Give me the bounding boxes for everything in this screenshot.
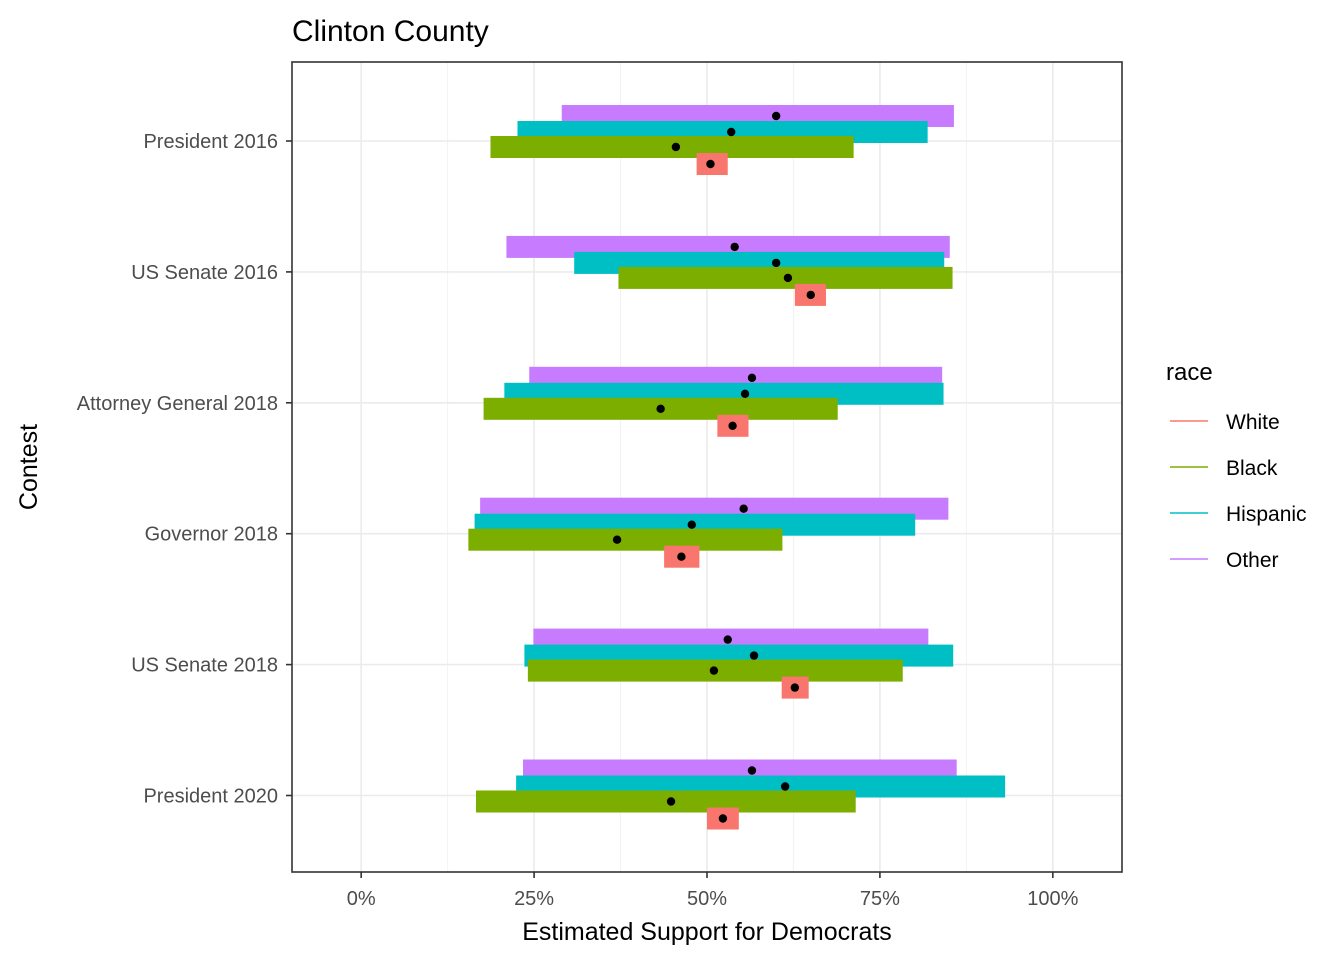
point-estimate-hispanic-governor-2018: [687, 520, 696, 529]
point-estimate-white-governor-2018: [677, 552, 686, 561]
x-tick-label: 0%: [347, 888, 376, 910]
point-estimate-white-us-senate-2018: [790, 683, 800, 692]
point-estimate-white-president-2016: [706, 159, 715, 169]
point-estimate-other-us-senate-2018: [723, 635, 732, 644]
point-estimate-hispanic-president-2016: [727, 127, 736, 137]
point-estimate-black-president-2020: [666, 797, 676, 806]
point-estimate-black-president-2016: [671, 142, 681, 152]
point-estimate-black-governor-2018: [612, 535, 622, 544]
point-estimate-white-us-senate-2016: [806, 290, 815, 300]
legend: race White Black Hispanic Other: [1166, 359, 1307, 572]
point-estimate-other-us-senate-2016: [730, 242, 739, 252]
point-estimate-white-president-2020: [718, 814, 728, 823]
y-tick-label: President 2020: [143, 786, 278, 808]
point-estimate-white-attorney-general-2018: [728, 421, 737, 430]
x-tick-label: 100%: [1027, 888, 1078, 910]
point-estimate-other-president-2020: [747, 766, 757, 775]
x-tick-label: 25%: [514, 888, 554, 910]
x-axis-title: Estimated Support for Democrats: [522, 918, 892, 946]
y-tick-label: US Senate 2018: [131, 655, 278, 677]
y-tick-label: Attorney General 2018: [77, 393, 278, 415]
legend-label-white: White: [1226, 411, 1280, 434]
y-tick-label: President 2016: [143, 131, 278, 153]
x-axis: 0% 25% 50% 75% 100%: [347, 872, 1079, 910]
point-estimate-hispanic-us-senate-2018: [749, 651, 759, 660]
interval-bar-black-governor-2018: [468, 528, 783, 551]
legend-label-hispanic: Hispanic: [1226, 503, 1307, 526]
legend-title: race: [1166, 359, 1213, 386]
y-tick-label: Governor 2018: [145, 524, 278, 546]
y-tick-label: US Senate 2016: [131, 262, 278, 284]
point-estimate-other-attorney-general-2018: [747, 373, 757, 382]
point-estimate-black-attorney-general-2018: [656, 404, 665, 413]
point-estimate-hispanic-president-2020: [780, 782, 790, 791]
point-estimate-hispanic-attorney-general-2018: [740, 389, 750, 398]
point-estimate-black-us-senate-2016: [783, 273, 793, 283]
plot-panel: [291, 61, 1123, 873]
point-estimate-black-us-senate-2018: [709, 666, 719, 675]
point-estimate-other-governor-2018: [739, 504, 748, 513]
legend-label-other: Other: [1226, 549, 1279, 572]
chart-title: Clinton County: [292, 15, 489, 48]
point-estimate-hispanic-us-senate-2016: [771, 258, 781, 268]
x-tick-label: 75%: [860, 888, 900, 910]
y-axis: President 2016 US Senate 2016 Attorney Gen…: [77, 131, 292, 808]
y-axis-title: Contest: [15, 424, 43, 510]
legend-label-black: Black: [1226, 457, 1278, 480]
interval-bar-black-president-2020: [475, 790, 856, 813]
point-estimate-other-president-2016: [771, 111, 781, 121]
x-tick-label: 50%: [687, 888, 727, 910]
